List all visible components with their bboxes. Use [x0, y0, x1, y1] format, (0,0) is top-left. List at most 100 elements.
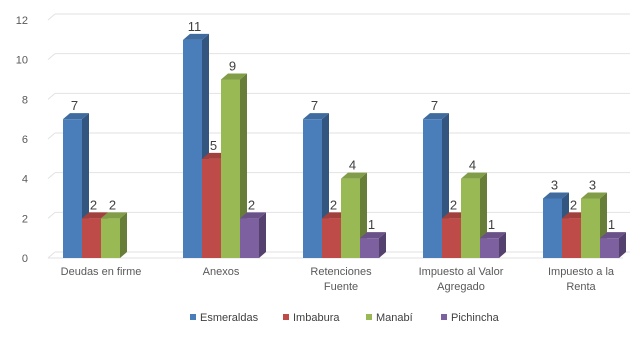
legend: Esmeraldas Imbabura Manabí Pichincha	[190, 312, 500, 324]
category-label-line: Deudas en firme	[61, 266, 142, 278]
bar-front	[600, 238, 619, 258]
bar-top	[423, 113, 449, 120]
bar-front	[543, 198, 562, 258]
y-tick-label: 4	[22, 174, 28, 186]
data-label: 7	[71, 98, 78, 113]
y-tick-label: 6	[22, 134, 28, 146]
bar-top	[183, 33, 209, 40]
bar-front	[322, 218, 341, 258]
y-tick-label: 10	[16, 55, 28, 67]
bar-top	[480, 232, 506, 239]
category-label: Retenciones Fuente	[310, 266, 372, 293]
bar-front	[423, 119, 442, 259]
category-label-line: Impuesto al Valor	[419, 266, 504, 278]
y-tick-label: 8	[22, 94, 28, 106]
bar-side	[619, 232, 626, 258]
bar-side	[240, 73, 247, 258]
data-label: 11	[188, 19, 202, 34]
data-label: 7	[431, 98, 438, 113]
data-label: 2	[570, 197, 577, 212]
bar-top	[360, 232, 386, 239]
legend-item: Pichincha	[441, 312, 500, 324]
data-label: 2	[450, 197, 457, 212]
gridline-depth	[47, 172, 56, 180]
bar-front	[63, 119, 82, 259]
bar-top	[600, 232, 626, 239]
bar-top	[581, 192, 607, 199]
gridline-depth	[47, 132, 56, 140]
category-label-line: Retenciones	[310, 266, 372, 278]
bar-front	[101, 218, 120, 258]
bar-side	[499, 232, 506, 258]
bar-side	[379, 232, 386, 258]
legend-item: Esmeraldas	[190, 312, 259, 324]
bar-front	[341, 178, 360, 258]
category-label-line: Agregado	[437, 281, 485, 293]
category-label: Anexos	[203, 266, 240, 278]
category-label-line: Impuesto a la	[548, 266, 615, 278]
category-label: Deudas en firme	[61, 266, 142, 278]
bar-top	[303, 113, 329, 120]
bar-top	[341, 172, 367, 179]
legend-swatch	[190, 314, 196, 320]
gridline-depth	[47, 53, 56, 61]
x-axis-categories: Deudas en firme Anexos Retenciones Fuente Im…	[61, 266, 615, 293]
bar	[221, 73, 247, 258]
data-label: 7	[311, 98, 318, 113]
category-label-line: Anexos	[203, 266, 240, 278]
bar	[101, 212, 127, 258]
data-label: 4	[469, 158, 476, 173]
gridline-depth	[47, 13, 56, 21]
bar	[600, 232, 626, 258]
bar-top	[82, 212, 108, 219]
data-label: 1	[368, 217, 375, 232]
category-label-line: Fuente	[324, 281, 358, 293]
y-tick-label: 0	[22, 253, 28, 265]
data-label: 2	[109, 197, 116, 212]
data-label: 9	[229, 59, 236, 74]
bar-side	[120, 212, 127, 258]
bar-top	[101, 212, 127, 219]
bar-front	[183, 39, 202, 259]
legend-label: Esmeraldas	[200, 312, 259, 324]
data-label: 3	[589, 178, 596, 193]
legend-swatch	[283, 314, 289, 320]
data-label: 2	[90, 197, 97, 212]
bar-top	[221, 73, 247, 80]
legend-label: Imbabura	[293, 312, 340, 324]
legend-label: Manabí	[376, 312, 413, 324]
bar-top	[240, 212, 266, 219]
legend-item: Manabí	[366, 312, 413, 324]
legend-label: Pichincha	[451, 312, 500, 324]
bar-front	[360, 238, 379, 258]
data-label: 2	[330, 197, 337, 212]
bar-top	[543, 192, 569, 199]
data-label: 5	[210, 138, 217, 153]
category-label: Impuesto a la Renta	[548, 266, 615, 293]
bar-top	[63, 113, 89, 120]
bar-side	[259, 212, 266, 258]
gridline-depth	[47, 92, 56, 100]
bar-front	[240, 218, 259, 258]
data-label: 1	[488, 217, 495, 232]
bar-front	[202, 158, 221, 258]
bar-top	[461, 172, 487, 179]
bar-front	[461, 178, 480, 258]
bar	[480, 232, 506, 258]
bar-front	[221, 79, 240, 258]
bar	[240, 212, 266, 258]
data-label: 1	[608, 217, 615, 232]
legend-item: Imbabura	[283, 312, 340, 324]
bar-front	[562, 218, 581, 258]
y-axis-ticks: 0 2 4 6 8 10 12	[16, 15, 28, 265]
legend-swatch	[366, 314, 372, 320]
y-tick-label: 12	[16, 15, 28, 27]
data-label: 3	[551, 178, 558, 193]
category-label: Impuesto al Valor Agregado	[419, 266, 504, 293]
bar-front	[442, 218, 461, 258]
gridline-depth	[47, 251, 56, 259]
category-label-line: Renta	[566, 281, 596, 293]
data-label: 2	[248, 197, 255, 212]
